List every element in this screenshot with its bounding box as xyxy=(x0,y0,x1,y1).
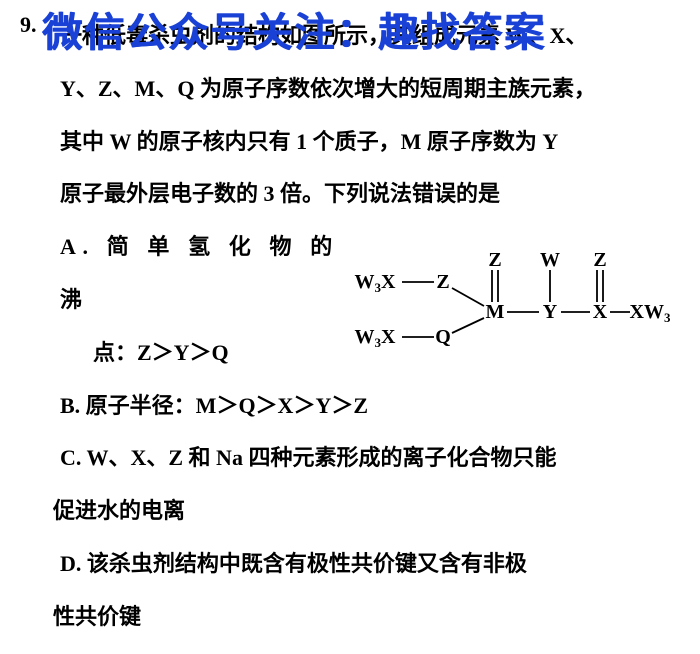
option-d-line1: D. 该杀虫剂结构中既含有极性共价键又含有非极 xyxy=(60,538,680,591)
option-c-line2: 促进水的电离 xyxy=(53,485,680,538)
diagram-label-z1: Z xyxy=(436,271,449,293)
diagram-label-w: W xyxy=(540,249,560,271)
stem-line-3: 其中 W 的原子核内只有 1 个质子，M 原子序数为 Y xyxy=(60,116,680,169)
watermark-text: 微信公众号关注：趣找答案 xyxy=(42,0,546,58)
diagram-label-w3x-top: W3X xyxy=(355,271,397,295)
diagram-label-x: X xyxy=(593,301,608,323)
diagram-label-m: M xyxy=(486,301,505,323)
diagram-label-q: Q xyxy=(435,326,451,348)
diagram-label-z2: Z xyxy=(593,249,606,271)
diagram-label-xw3: XW3 xyxy=(630,301,670,325)
option-c-line1: C. W、X、Z 和 Na 四种元素形成的离子化合物只能 xyxy=(60,432,680,485)
diagram-label-y: Y xyxy=(543,301,558,323)
stem-line-2: Y、Z、M、Q 为原子序数依次增大的短周期主族元素， xyxy=(60,63,680,116)
structure-diagram: W3X W3X Z Q M Z Y W X Z XW3 xyxy=(350,248,670,358)
diagram-label-z-top: Z xyxy=(488,249,501,271)
option-b: B. 原子半径：M＞Q＞X＞Y＞Z xyxy=(60,380,680,433)
option-a-line2: 点：Z＞Y＞Q xyxy=(93,327,360,380)
diagram-label-w3x-bot: W3X xyxy=(355,326,397,350)
stem-line-4: 原子最外层电子数的 3 倍。下列说法错误的是 xyxy=(60,168,680,221)
question-number: 9. xyxy=(20,12,37,38)
option-a-line1: A. 简 单 氢 化 物 的 沸 xyxy=(60,221,360,327)
